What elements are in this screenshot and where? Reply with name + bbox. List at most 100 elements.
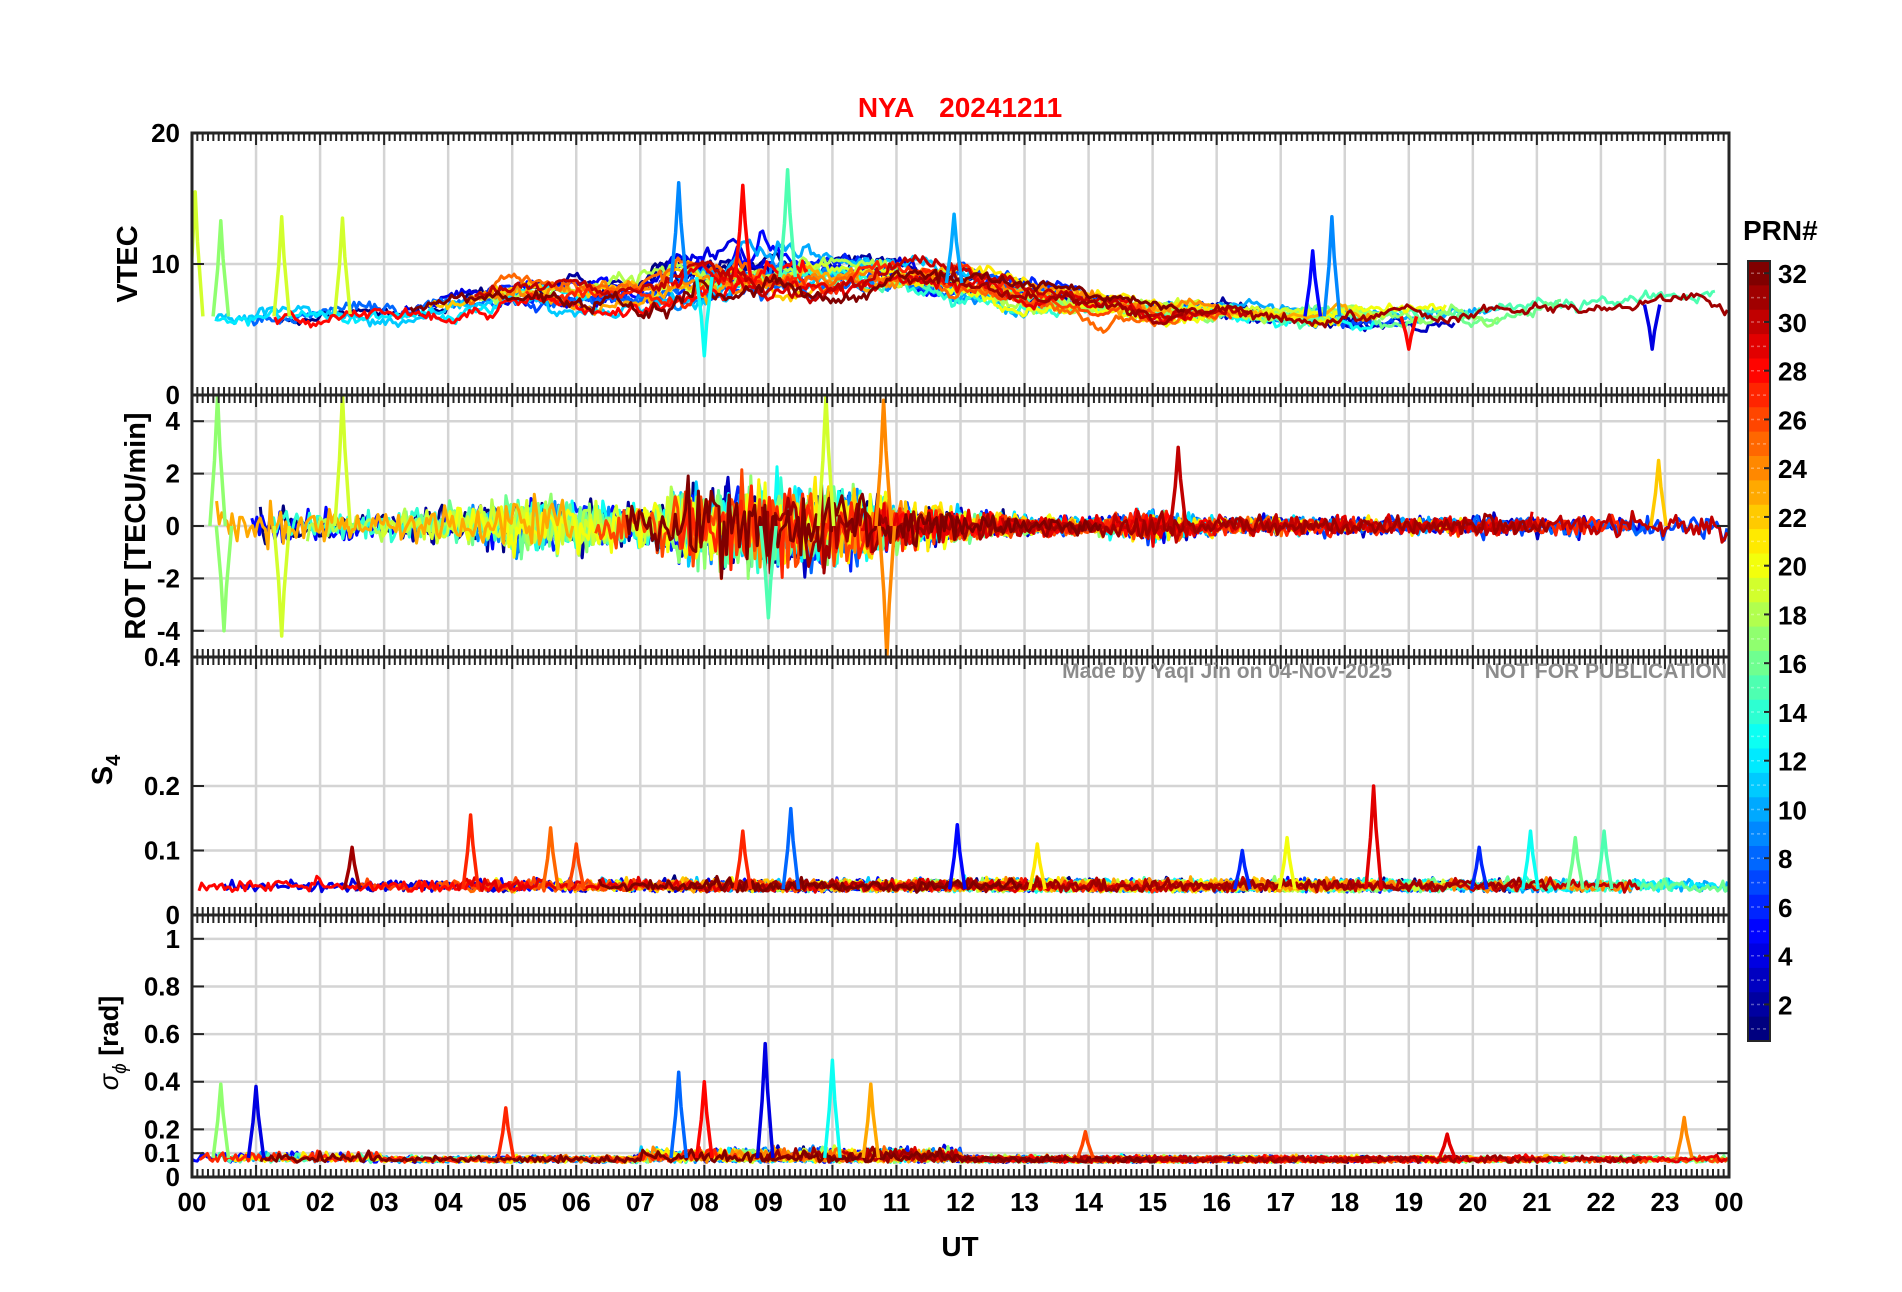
colorbar-tick-label: 2 bbox=[1778, 990, 1792, 1020]
x-tick-label: 07 bbox=[626, 1187, 655, 1217]
colorbar-segment bbox=[1748, 480, 1770, 506]
peak-trace bbox=[944, 212, 964, 284]
peak-trace bbox=[1642, 304, 1662, 351]
sigma-phi-axis-label: σϕ [rad] bbox=[94, 996, 131, 1090]
colorbar-segment bbox=[1748, 285, 1770, 311]
peak-trace bbox=[1303, 249, 1323, 317]
peak-trace bbox=[192, 190, 205, 317]
colorbar-segment bbox=[1748, 967, 1770, 993]
y-tick-label: 0 bbox=[166, 1162, 180, 1192]
peak-trace bbox=[1076, 1129, 1095, 1159]
prn-trace bbox=[215, 492, 575, 551]
peak-trace bbox=[758, 525, 778, 620]
colorbar-tick-label: 12 bbox=[1778, 747, 1807, 777]
peak-trace bbox=[541, 826, 561, 890]
x-tick-label: 09 bbox=[754, 1187, 783, 1217]
peak-trace bbox=[333, 395, 352, 527]
colorbar-tick-label: 32 bbox=[1778, 259, 1807, 289]
peak-trace bbox=[461, 813, 481, 890]
rot-panel: -4 -2 0 2 4 bbox=[157, 393, 1731, 659]
peak-trace bbox=[669, 181, 689, 283]
colorbar-segment bbox=[1748, 334, 1770, 359]
colorbar-segment bbox=[1748, 504, 1770, 530]
x-tick-label: 01 bbox=[242, 1187, 271, 1217]
prn-trace bbox=[919, 277, 1447, 328]
colorbar-segment bbox=[1748, 626, 1770, 652]
s4-panel: 0 0.1 0.2 0.4 bbox=[144, 642, 1731, 930]
y-tick-label: 0.2 bbox=[144, 771, 180, 801]
prn-trace bbox=[1000, 509, 1729, 544]
y-tick-label: 20 bbox=[151, 118, 180, 148]
peak-trace bbox=[877, 525, 897, 657]
peak-trace bbox=[333, 216, 352, 315]
x-tick-label: 23 bbox=[1650, 1187, 1679, 1217]
peak-trace bbox=[1277, 835, 1297, 890]
peak-trace bbox=[272, 525, 292, 638]
y-tick-label: 0.4 bbox=[144, 1067, 181, 1097]
colorbar-tick-label: 24 bbox=[1778, 454, 1807, 484]
x-tick-label: 10 bbox=[818, 1187, 847, 1217]
colorbar-tick-label: 22 bbox=[1778, 503, 1807, 533]
colorbar-segment bbox=[1748, 529, 1770, 554]
peak-trace bbox=[1674, 1115, 1694, 1159]
x-tick-label: 13 bbox=[1010, 1187, 1039, 1217]
colorbar-segment bbox=[1748, 309, 1770, 335]
colorbar-segment bbox=[1748, 772, 1770, 798]
peak-trace bbox=[211, 1082, 231, 1159]
colorbar-segment bbox=[1748, 261, 1770, 286]
y-tick-label: 0.4 bbox=[144, 642, 181, 672]
peak-trace bbox=[822, 1058, 842, 1159]
y-tick-label: 0.2 bbox=[144, 1114, 180, 1144]
colorbar-segment bbox=[1748, 846, 1770, 871]
peak-trace bbox=[694, 276, 714, 358]
peak-trace bbox=[1027, 842, 1047, 890]
colorbar-segment bbox=[1748, 577, 1770, 603]
peak-trace bbox=[1649, 458, 1668, 527]
x-tick-label: 05 bbox=[498, 1187, 527, 1217]
colorbar-segment bbox=[1748, 894, 1770, 920]
prn-traces bbox=[197, 784, 1729, 894]
prn-traces bbox=[208, 395, 1729, 657]
prn-trace bbox=[197, 874, 531, 893]
colorbar-segment bbox=[1748, 724, 1770, 749]
watermark-notice: NOT FOR PUBLICATION bbox=[1485, 660, 1727, 683]
s4-axis-label: S4 bbox=[87, 754, 125, 785]
title-station: NYA bbox=[858, 92, 914, 123]
peak-trace bbox=[1565, 835, 1585, 890]
x-tick-label: 12 bbox=[946, 1187, 975, 1217]
vtec-axis-label: VTEC bbox=[112, 225, 144, 302]
colorbar-segment bbox=[1748, 407, 1770, 433]
title-gap bbox=[913, 92, 921, 123]
prn-traces bbox=[192, 167, 1729, 358]
peak-trace bbox=[694, 1079, 714, 1159]
x-tick-label: 04 bbox=[434, 1187, 463, 1217]
x-tick-label: 03 bbox=[370, 1187, 399, 1217]
x-tick-label: 00 bbox=[1715, 1187, 1744, 1217]
phi-subscript: ϕ bbox=[110, 1063, 131, 1074]
peak-trace bbox=[1437, 1132, 1457, 1159]
x-tick-label: 15 bbox=[1138, 1187, 1167, 1217]
colorbar-segment bbox=[1748, 919, 1770, 944]
sigma-symbol: σ bbox=[94, 1072, 124, 1090]
title-date: 20241211 bbox=[939, 92, 1062, 123]
x-axis-label: UT bbox=[941, 1231, 978, 1262]
colorbar-tick-label: 10 bbox=[1778, 795, 1807, 825]
x-tick-label: 02 bbox=[306, 1187, 335, 1217]
prn-trace bbox=[409, 268, 1185, 320]
peak-trace bbox=[947, 822, 967, 890]
x-tick-label: 06 bbox=[562, 1187, 591, 1217]
y-tick-label: -2 bbox=[157, 563, 180, 593]
y-tick-label: 0.8 bbox=[144, 971, 180, 1001]
vtec-panel: 0 10 20 bbox=[151, 118, 1731, 410]
sigma-phi-panel: 00.10.2 0.4 0.6 0.8 1 bbox=[144, 913, 1731, 1192]
x-tick-label: 18 bbox=[1330, 1187, 1359, 1217]
colorbar-label: PRN# bbox=[1743, 215, 1818, 246]
colorbar-tick-label: 26 bbox=[1778, 405, 1807, 435]
peak-trace bbox=[1469, 845, 1489, 890]
prn-trace bbox=[906, 269, 1729, 329]
peak-trace bbox=[1399, 315, 1419, 351]
peak-trace bbox=[1521, 829, 1540, 890]
peak-trace bbox=[496, 1106, 516, 1159]
colorbar-segment bbox=[1748, 1016, 1770, 1042]
